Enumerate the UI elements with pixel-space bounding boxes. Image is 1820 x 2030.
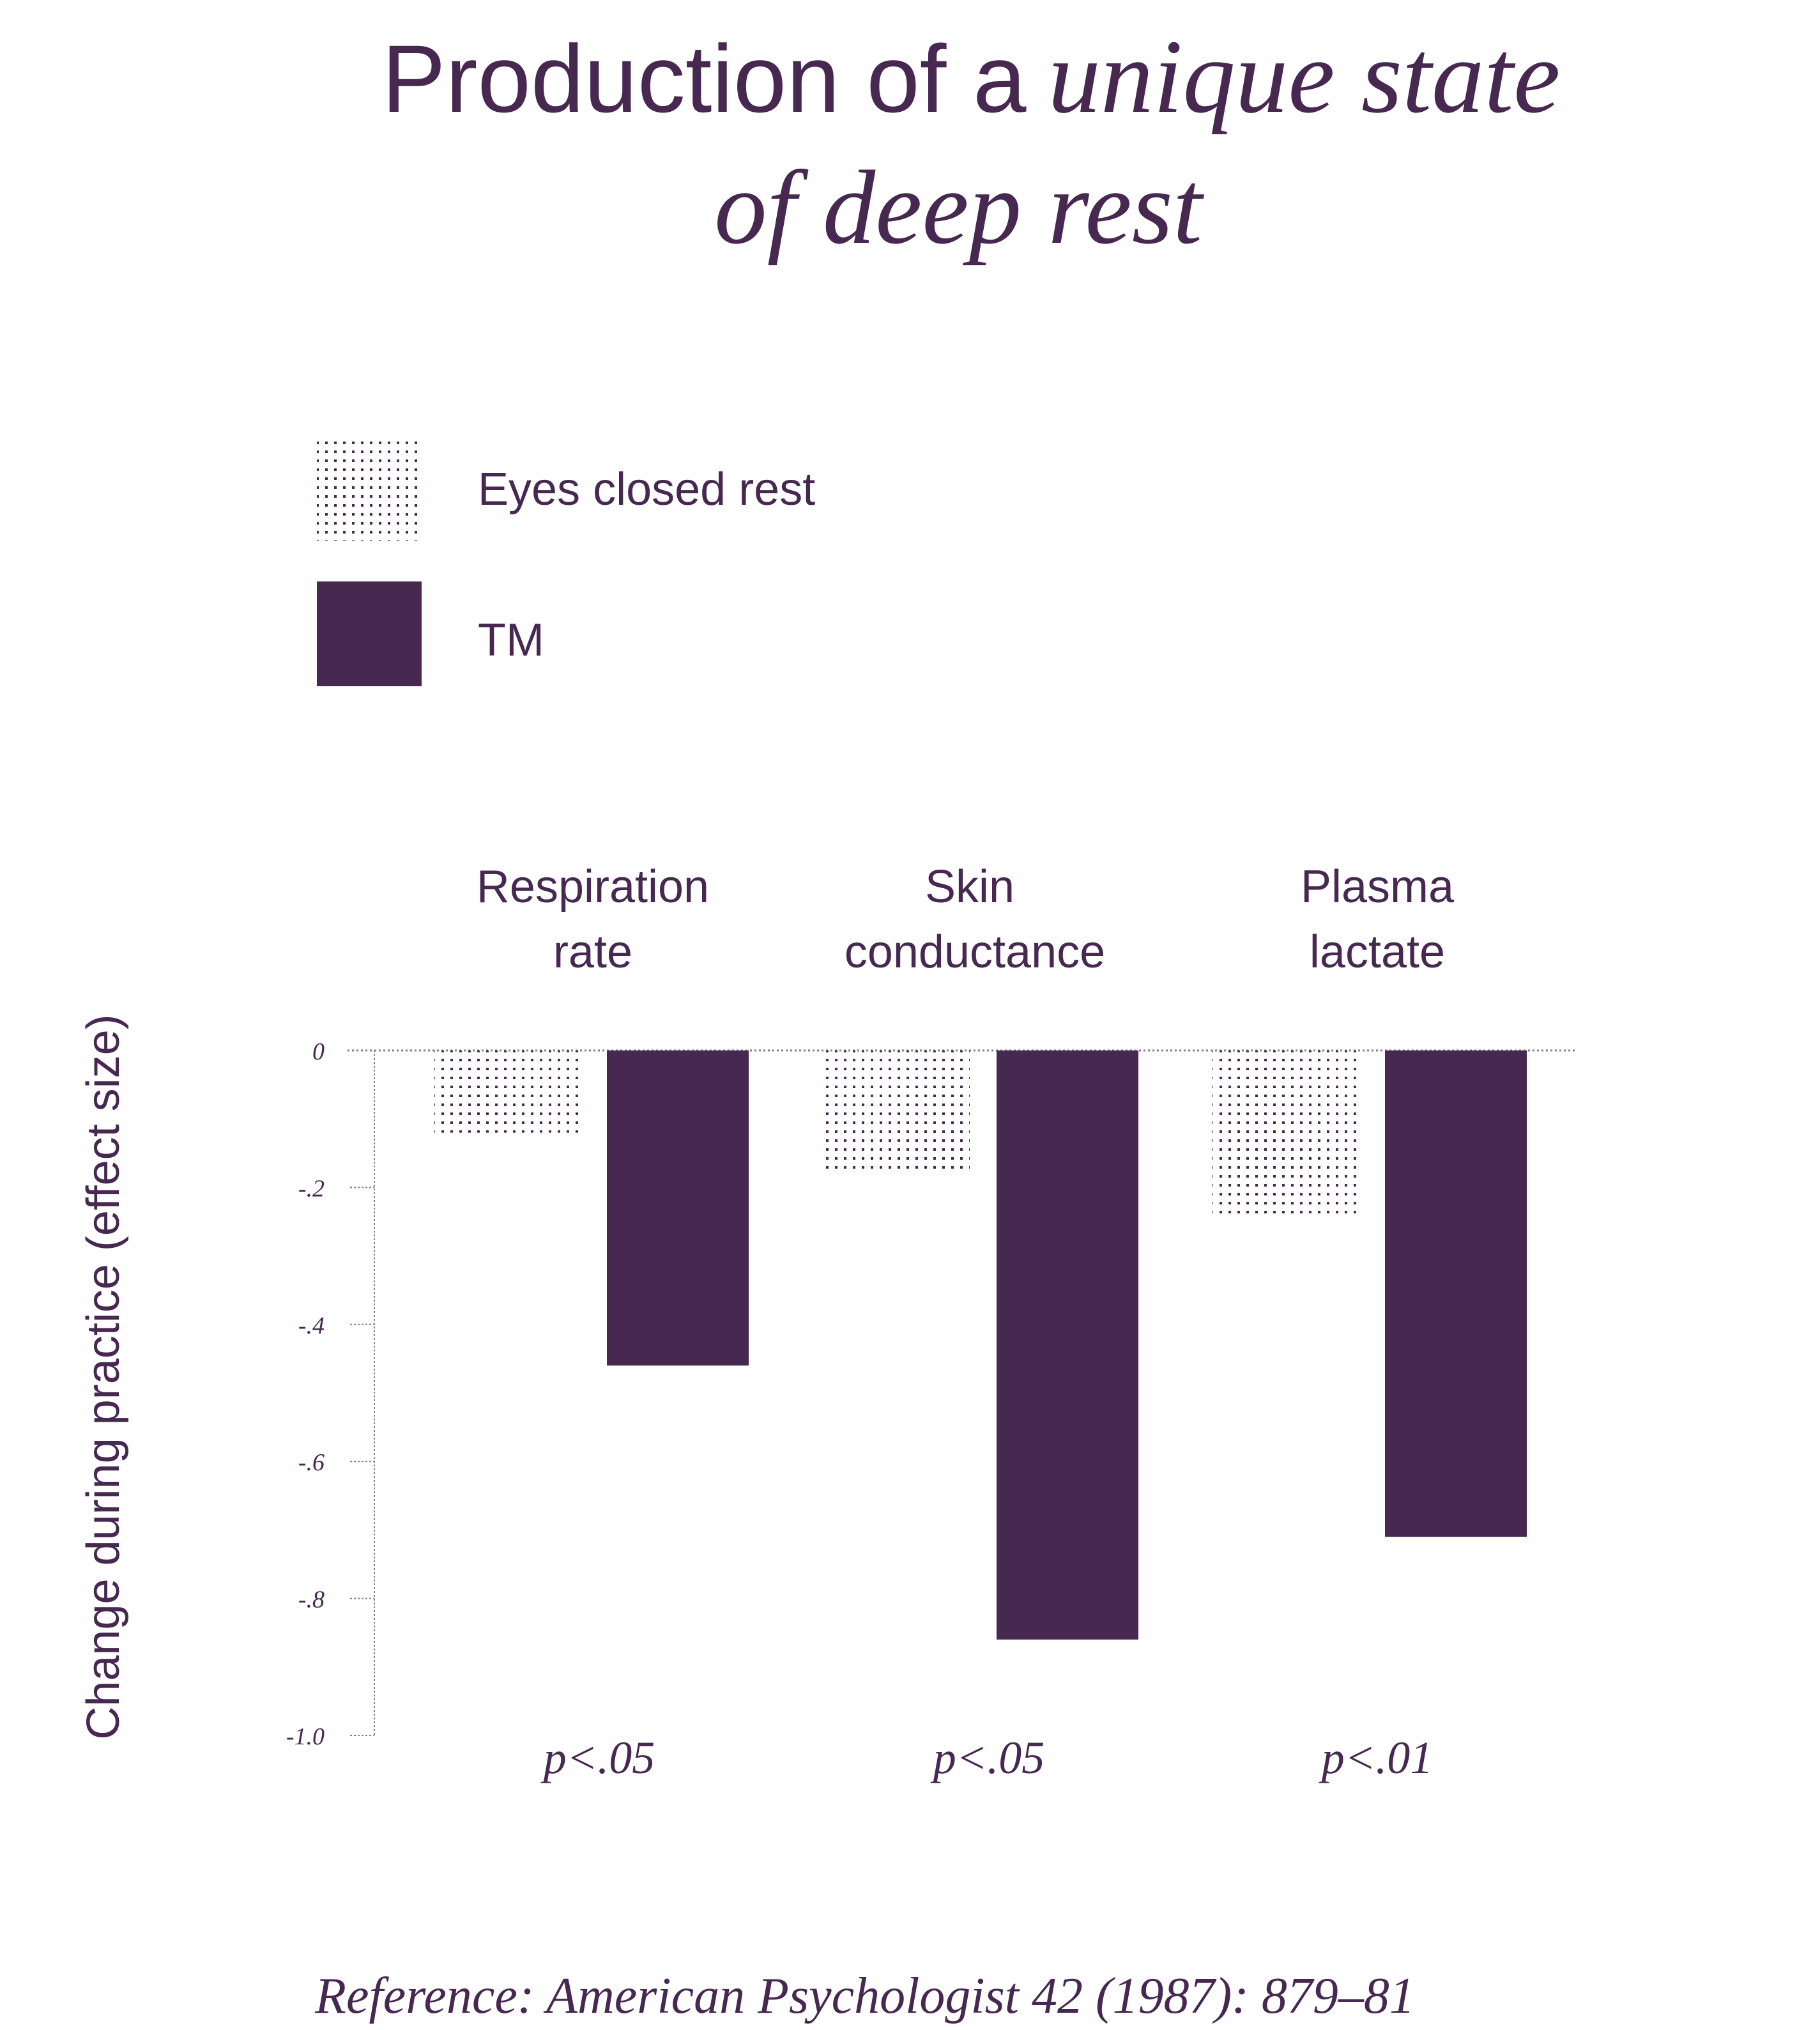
category-label-skin-1: Skin — [925, 861, 1014, 912]
bar-tm — [997, 1050, 1138, 1640]
bar-eyes-closed-rest — [1212, 1050, 1358, 1215]
y-tick-label: -1.0 — [286, 1723, 325, 1750]
category-label-skin-2: conductance — [845, 927, 1105, 978]
p-value-label: p<.05 — [930, 1732, 1045, 1783]
y-tick-label: -.2 — [298, 1175, 325, 1202]
legend-label-eyes-closed: Eyes closed rest — [478, 464, 815, 515]
bars — [434, 1050, 1527, 1640]
category-label-respiration-1: Respiration — [477, 861, 709, 912]
bar-eyes-closed-rest — [434, 1050, 580, 1133]
chart-title: Production of a unique state — [382, 18, 1561, 135]
bar-tm — [1385, 1050, 1527, 1537]
y-tick-label: -.4 — [298, 1312, 325, 1339]
chart-title-line2: of deep rest — [714, 149, 1205, 266]
y-tick-label: -.8 — [298, 1587, 325, 1613]
title-plain: Production of a — [382, 25, 1027, 132]
category-label-plasma-2: lactate — [1310, 927, 1445, 978]
bar-tm — [607, 1050, 749, 1366]
y-axis-label: Change during practice (effect size) — [78, 1014, 129, 1739]
p-value-annotations: p<.05 p<.05 p<.01 — [540, 1732, 1434, 1783]
reference-text: Reference: American Psychologist 42 (198… — [314, 1968, 1415, 2024]
legend-label-tm: TM — [478, 615, 544, 666]
category-label-respiration-2: rate — [553, 927, 632, 978]
category-labels: Respiration rate Skin conductance Plasma… — [477, 861, 1455, 978]
legend: Eyes closed rest TM — [317, 437, 815, 686]
bar-eyes-closed-rest — [824, 1050, 970, 1174]
legend-swatch-dotted — [317, 437, 422, 541]
p-value-label: p<.05 — [540, 1732, 655, 1783]
y-tick-label: 0 — [312, 1038, 325, 1065]
category-label-plasma-1: Plasma — [1301, 861, 1455, 912]
legend-swatch-solid — [317, 581, 422, 686]
title-italic-1: unique state — [1048, 18, 1561, 135]
y-tick-label: -.6 — [298, 1449, 325, 1476]
p-value-label: p<.01 — [1319, 1732, 1434, 1783]
